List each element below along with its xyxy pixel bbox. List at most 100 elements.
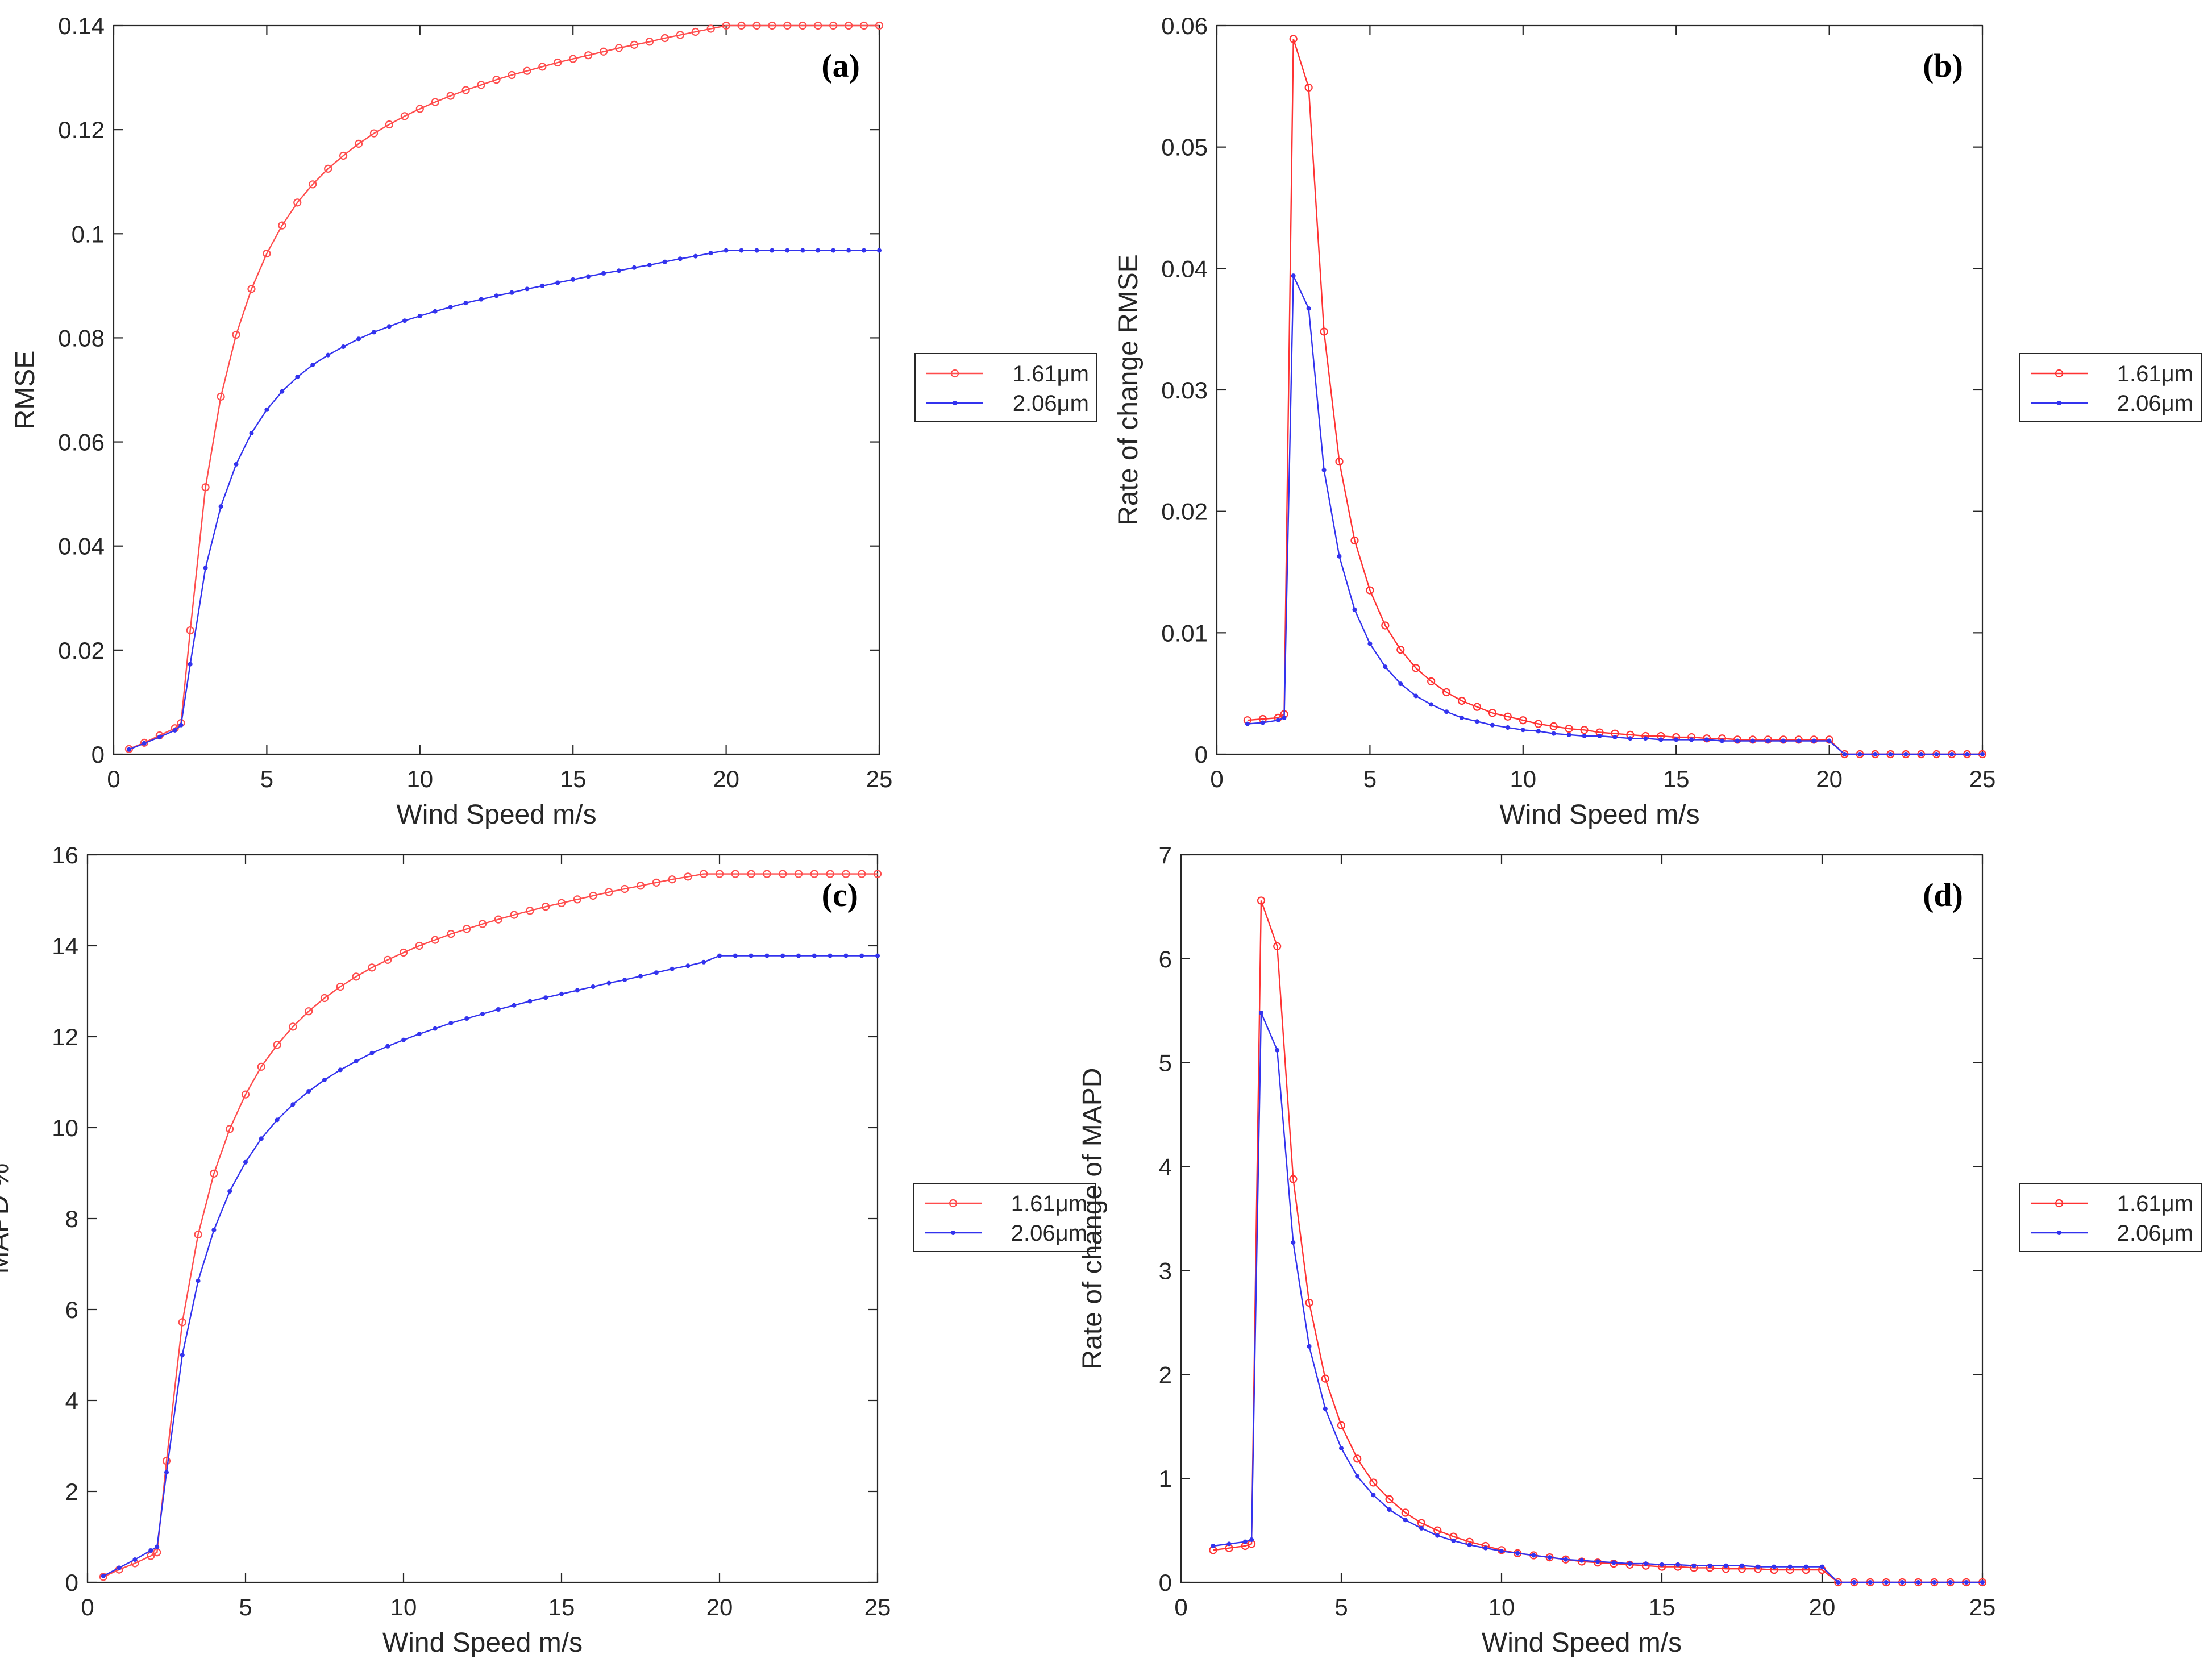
data-point [243, 1159, 248, 1165]
x-tick-label: 0 [81, 1594, 94, 1620]
data-point [1820, 1564, 1824, 1569]
data-point [338, 1067, 343, 1073]
data-point [1720, 738, 1725, 743]
data-point [1916, 1580, 1921, 1585]
data-point [1387, 1507, 1392, 1512]
data-point [555, 280, 560, 285]
data-point [1610, 1559, 1618, 1568]
y-tick-label: 1 [1159, 1465, 1172, 1492]
y-axis-label: Rate of change of MAPD [1078, 1068, 1108, 1370]
data-point [1226, 1541, 1232, 1547]
data-point [172, 728, 177, 733]
data-point [1242, 1539, 1248, 1544]
data-point [1934, 752, 1939, 756]
data-point [117, 1565, 122, 1570]
data-point [124, 745, 134, 753]
data-point [494, 915, 502, 924]
data-point [463, 925, 471, 933]
y-tick-label: 7 [1159, 842, 1172, 868]
data-point [800, 248, 805, 253]
series-line [1247, 275, 1982, 755]
data-point [816, 248, 821, 253]
data-point [433, 309, 438, 314]
data-point [157, 734, 162, 739]
data-point [1490, 722, 1495, 728]
data-point [463, 301, 468, 306]
data-point [662, 259, 667, 264]
data-point [354, 1059, 359, 1064]
x-tick-label: 20 [713, 766, 739, 792]
x-tick-label: 15 [560, 766, 587, 792]
data-point [480, 1012, 485, 1016]
y-tick-label: 0.14 [58, 13, 105, 39]
series-1 [1211, 1010, 1985, 1585]
data-point [356, 336, 361, 342]
data-point [234, 462, 239, 467]
series-1 [126, 248, 882, 752]
data-point [589, 891, 597, 900]
data-point [322, 1078, 327, 1082]
data-point [1566, 732, 1571, 737]
data-point [722, 21, 730, 30]
data-point [494, 293, 499, 298]
data-point [676, 31, 684, 39]
data-point [785, 248, 790, 253]
legend-label: 1.61μm [2117, 361, 2193, 386]
y-tick-label: 8 [65, 1206, 78, 1232]
data-point [1980, 1580, 1985, 1585]
data-point [1321, 468, 1327, 473]
y-tick-label: 0.06 [1161, 13, 1208, 39]
data-point [1412, 664, 1420, 672]
data-point [873, 870, 882, 878]
legend-swatch-marker [949, 1199, 958, 1208]
x-tick-label: 10 [390, 1594, 417, 1620]
data-point [289, 1022, 297, 1031]
data-point [1367, 641, 1373, 646]
data-point [739, 248, 744, 253]
data-point [1396, 646, 1405, 654]
data-point [1625, 1560, 1634, 1569]
data-point [417, 313, 422, 318]
data-point [1483, 1545, 1488, 1551]
legend-swatch-marker [2055, 369, 2064, 378]
data-point [211, 1228, 217, 1232]
data-point [1291, 273, 1296, 278]
data-point [247, 285, 256, 293]
y-tick-label: 4 [65, 1387, 78, 1414]
data-point [1597, 733, 1602, 738]
data-point [538, 63, 547, 71]
data-point [526, 907, 534, 915]
data-point [210, 1169, 218, 1178]
data-point [431, 98, 439, 106]
series-0 [99, 870, 882, 1581]
data-point [509, 290, 514, 295]
data-point [575, 988, 580, 993]
data-point [142, 741, 147, 746]
data-point [385, 120, 394, 129]
data-point [1473, 703, 1482, 711]
data-point [586, 274, 591, 279]
data-point [684, 872, 692, 881]
legend-box [2019, 1183, 2202, 1252]
axes-box [86, 854, 879, 1583]
data-point [1383, 664, 1388, 670]
data-point [573, 895, 581, 904]
data-point [310, 363, 315, 368]
data-point [162, 1457, 171, 1465]
series-line [128, 24, 879, 750]
x-tick-label: 5 [260, 766, 273, 792]
data-point [259, 1136, 264, 1141]
legend-label: 2.06μm [2117, 1221, 2193, 1246]
data-point [496, 1007, 501, 1012]
y-tick-label: 6 [65, 1296, 78, 1323]
data-point [217, 392, 225, 401]
data-point [99, 1573, 107, 1581]
data-point [796, 953, 801, 958]
data-point [638, 974, 643, 979]
data-point [201, 483, 210, 492]
x-tick-label: 5 [239, 1594, 252, 1620]
data-point [336, 982, 344, 991]
data-point [510, 911, 518, 919]
data-point [1531, 1553, 1536, 1558]
data-point [1435, 1533, 1440, 1538]
